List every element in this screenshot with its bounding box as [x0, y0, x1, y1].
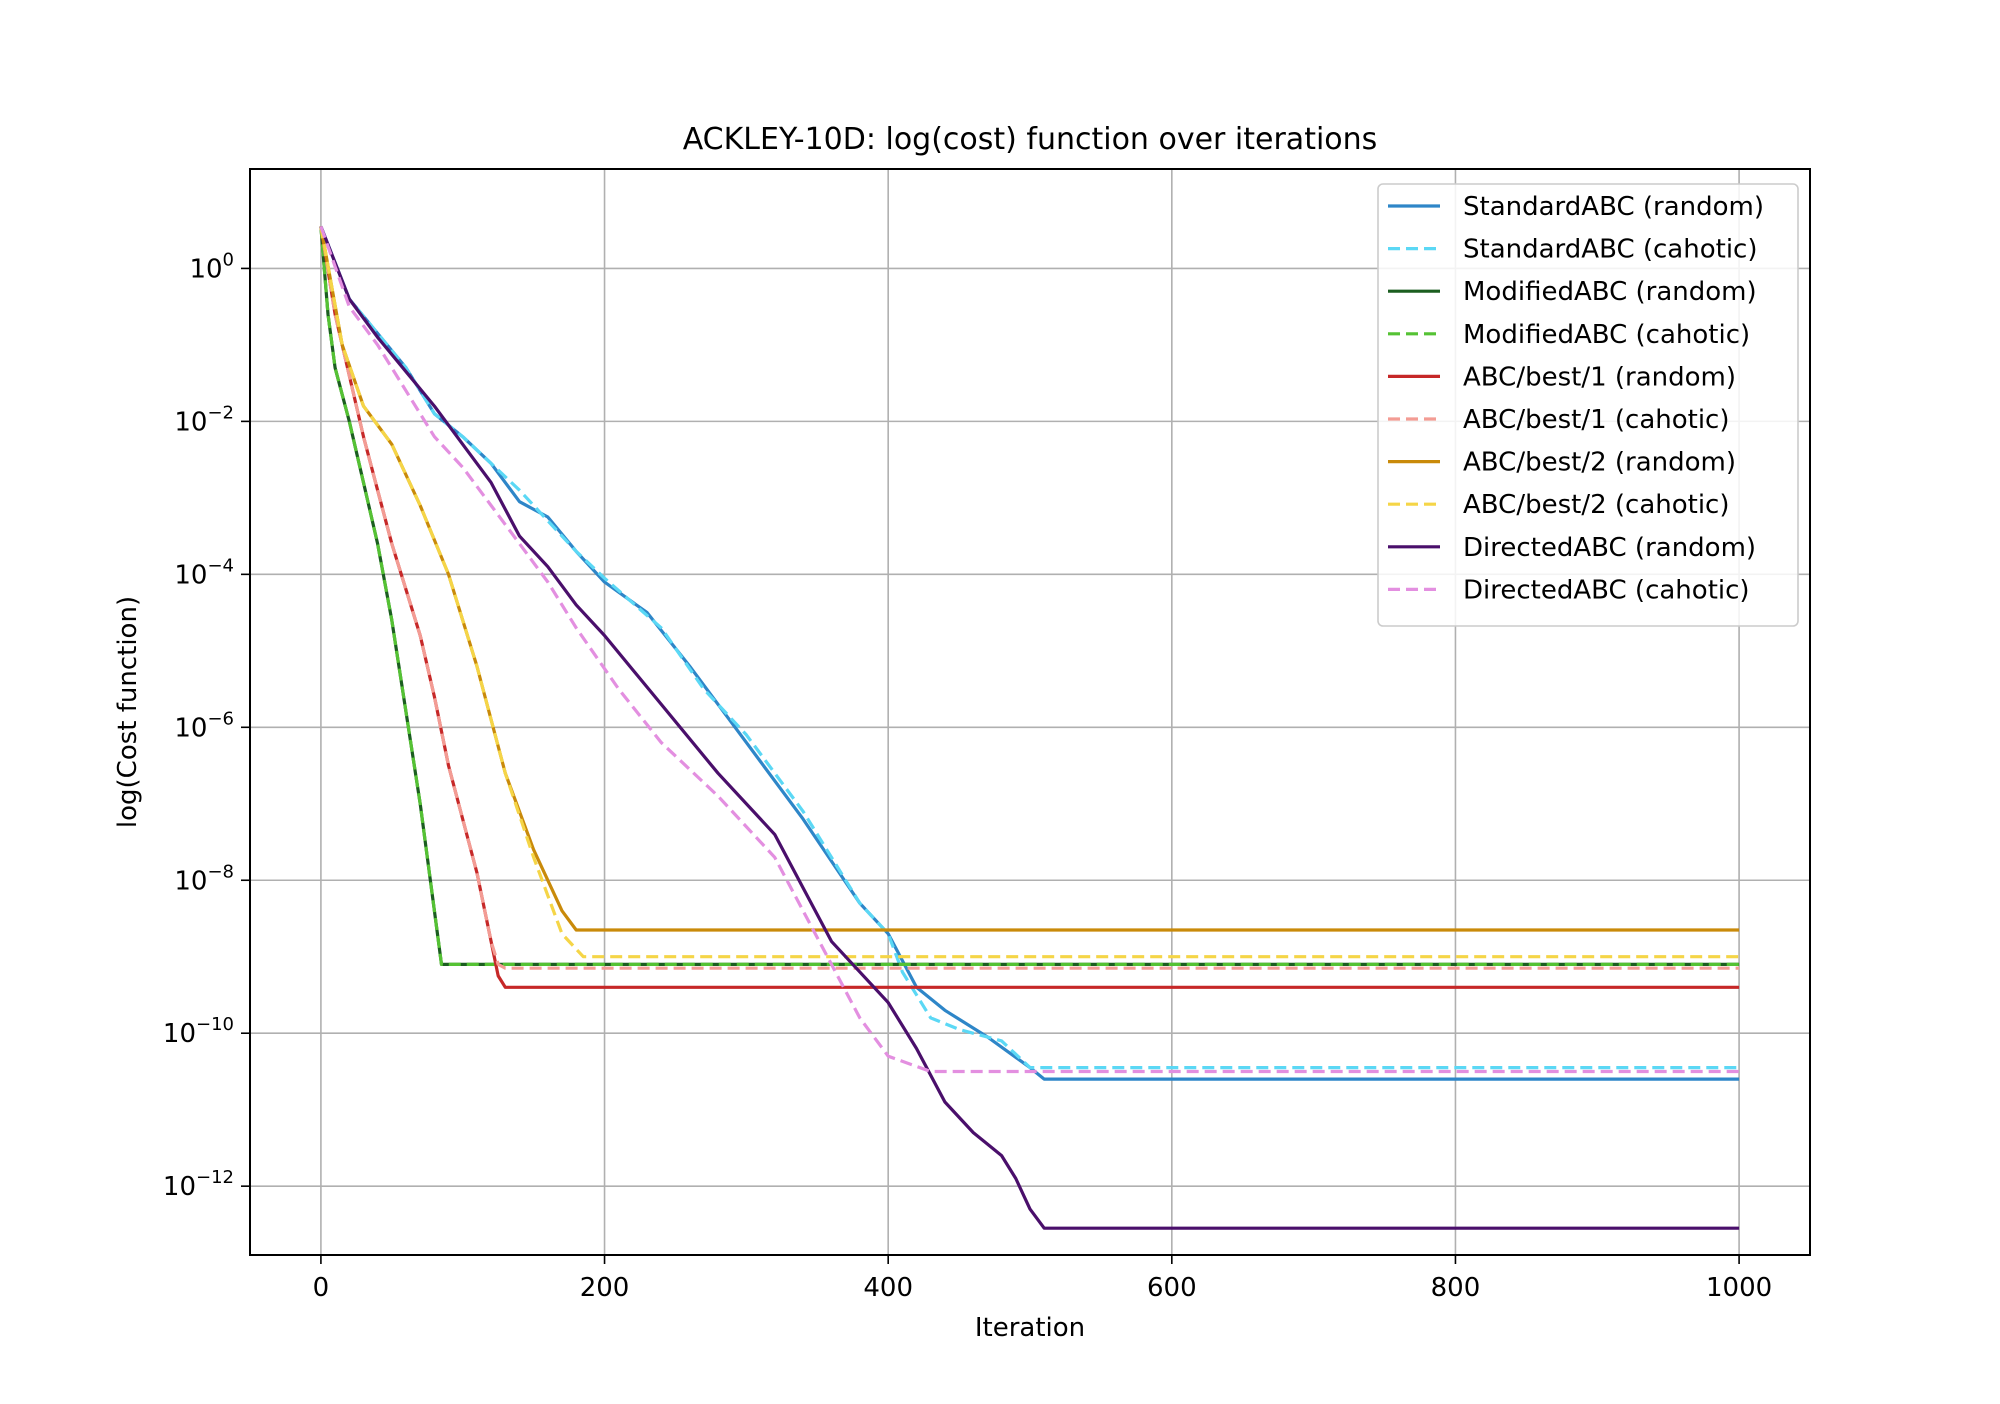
legend-label: ModifiedABC (random) — [1463, 277, 1757, 307]
y-tick-label: 10−8 — [174, 861, 234, 896]
legend-label: ABC/best/2 (random) — [1463, 448, 1736, 478]
x-axis-label: Iteration — [975, 1313, 1085, 1343]
plot-frame — [249, 168, 1811, 1256]
legend-label: ModifiedABC (cahotic) — [1463, 320, 1750, 350]
legend: StandardABC (random) StandardABC (cahotic… — [1377, 183, 1799, 627]
series-line-4 — [319, 226, 1740, 966]
legend-label: ABC/best/2 (cahotic) — [1463, 490, 1730, 520]
series-line-9 — [319, 225, 1740, 1230]
chart-title: ACKLEY-10D: log(cost) function over iter… — [683, 122, 1378, 157]
legend-box — [1377, 183, 1799, 627]
y-tick-label: 10−12 — [163, 1167, 234, 1202]
x-tick-label: 800 — [1431, 1273, 1481, 1303]
x-tick-label: 600 — [1147, 1273, 1197, 1303]
legend-label: ABC/best/1 (cahotic) — [1463, 405, 1730, 435]
x-axis-ticks: 0 200 400 600 800 1000 — [313, 1255, 1772, 1303]
y-tick-label: 10−4 — [174, 555, 234, 590]
series-lines — [319, 225, 1740, 1230]
legend-label: StandardABC (random) — [1463, 192, 1764, 222]
x-tick-label: 0 — [313, 1273, 330, 1303]
y-axis-label: log(Cost function) — [113, 596, 143, 828]
series-line-6 — [319, 226, 1740, 970]
series-line-8 — [319, 226, 1740, 959]
y-tick-label: 10−6 — [174, 708, 234, 743]
x-tick-label: 400 — [863, 1273, 913, 1303]
x-tick-label: 1000 — [1706, 1273, 1772, 1303]
y-tick-label: 100 — [189, 249, 234, 284]
legend-label: ABC/best/1 (random) — [1463, 362, 1736, 392]
y-tick-label: 10−2 — [174, 402, 234, 437]
legend-label: DirectedABC (random) — [1463, 533, 1756, 563]
legend-label: StandardABC (cahotic) — [1463, 235, 1757, 265]
grid-lines — [250, 169, 1810, 1255]
series-line-2 — [319, 225, 1740, 1070]
y-axis-ticks: 100 10−2 10−4 10−6 10−8 10−10 10−12 — [163, 249, 250, 1202]
x-tick-label: 200 — [580, 1273, 630, 1303]
y-tick-label: 10−10 — [163, 1014, 234, 1049]
legend-label: DirectedABC (cahotic) — [1463, 575, 1750, 605]
